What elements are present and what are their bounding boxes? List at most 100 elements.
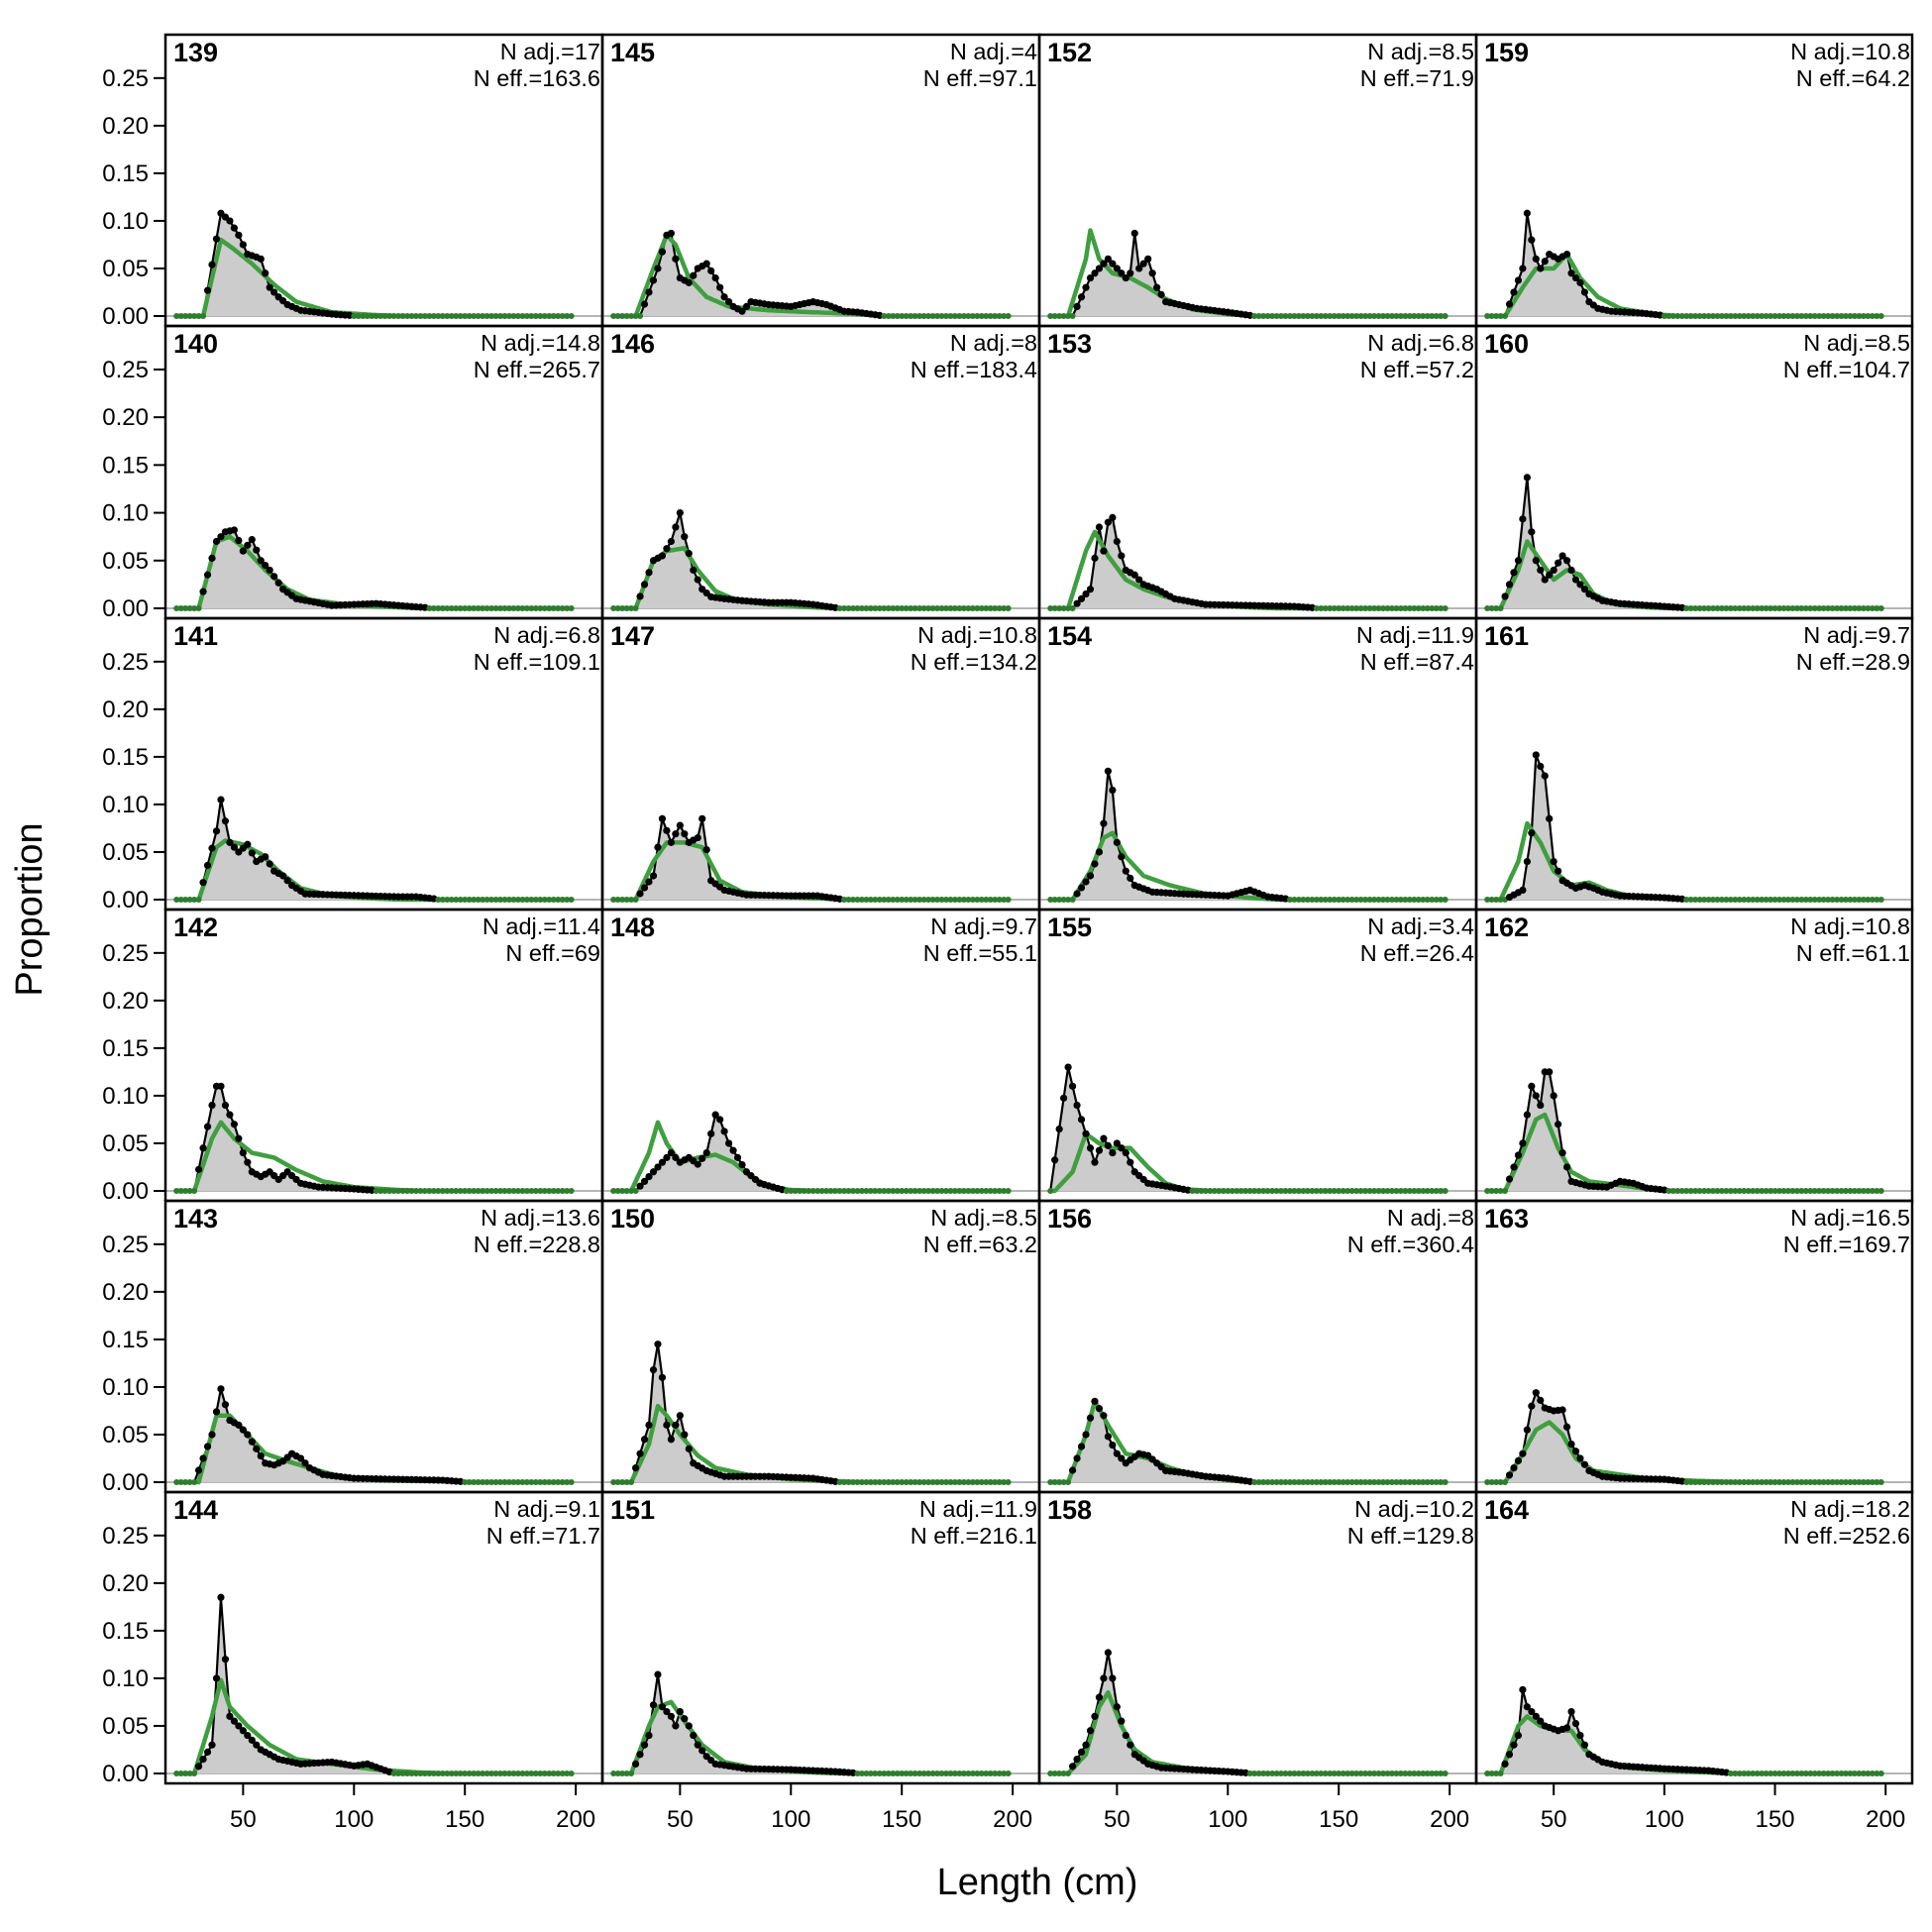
observed-point (404, 313, 411, 319)
observed-point (466, 313, 473, 319)
observed-point (1384, 1771, 1391, 1776)
observed-point (1820, 897, 1827, 903)
observed-point (1051, 1771, 1058, 1776)
observed-point (1789, 313, 1796, 319)
observed-point (1344, 897, 1351, 903)
observed-point (501, 313, 508, 319)
observed-point (1379, 1771, 1386, 1776)
observed-area (194, 1388, 466, 1482)
observed-point (942, 313, 949, 319)
observed-point (501, 1188, 508, 1194)
observed-point (1514, 1151, 1523, 1159)
observed-point (899, 1479, 906, 1485)
observed-point (1501, 592, 1509, 600)
observed-point (173, 605, 180, 611)
observed-point (1251, 1188, 1258, 1194)
observed-point (1834, 1771, 1841, 1776)
observed-point (1820, 1771, 1827, 1776)
observed-point (974, 313, 981, 319)
observed-point (1763, 897, 1770, 903)
observed-point (1763, 1479, 1770, 1485)
observed-point (978, 1771, 985, 1776)
observed-point (1255, 1188, 1262, 1194)
observed-point (519, 1188, 526, 1194)
observed-point (1829, 1188, 1836, 1194)
observed-point (1388, 897, 1395, 903)
observed-point (1754, 605, 1761, 611)
observed-point (1784, 1188, 1791, 1194)
observed-point (841, 605, 848, 611)
observed-point (1300, 897, 1307, 903)
observed-point (960, 1188, 967, 1194)
observed-point (1291, 1479, 1298, 1485)
observed-point (208, 844, 216, 852)
y-tick-label: 0.10 (102, 500, 149, 527)
observed-point (390, 1771, 397, 1776)
observed-point (480, 1479, 486, 1485)
observed-point (1687, 897, 1694, 903)
observed-point (912, 1479, 918, 1485)
panel-146: 146 N adj.=8N eff.=183.4 (600, 324, 1041, 620)
observed-point (690, 271, 698, 279)
observed-point (1567, 269, 1575, 277)
observed-point (890, 1188, 897, 1194)
observed-point (435, 897, 442, 903)
observed-point (462, 1771, 469, 1776)
observed-point (1348, 897, 1355, 903)
observed-point (1692, 313, 1699, 319)
observed-point (947, 605, 954, 611)
observed-point (1384, 605, 1391, 611)
observed-point (1095, 1693, 1104, 1701)
observed-point (1278, 1479, 1285, 1485)
observed-point (564, 1771, 571, 1776)
observed-point (532, 1188, 539, 1194)
observed-point (636, 1182, 644, 1190)
observed-point (1732, 897, 1739, 903)
observed-point (1798, 897, 1805, 903)
observed-point (1348, 313, 1355, 319)
observed-point (274, 579, 282, 587)
observed-point (296, 1454, 305, 1462)
observed-point (1546, 814, 1554, 822)
observed-point (1484, 313, 1491, 319)
observed-point (1523, 857, 1531, 866)
observed-point (523, 1479, 530, 1485)
observed-point (858, 897, 865, 903)
observed-point (934, 1771, 941, 1776)
observed-point (550, 1771, 557, 1776)
observed-point (1269, 313, 1276, 319)
observed-point (1842, 1771, 1849, 1776)
observed-point (987, 897, 994, 903)
observed-point (226, 838, 234, 846)
observed-point (1502, 1479, 1509, 1485)
observed-point (1322, 1771, 1329, 1776)
observed-point (1091, 554, 1099, 562)
observed-point (1555, 559, 1562, 567)
observed-point (1077, 1748, 1086, 1756)
observed-point (1357, 313, 1364, 319)
n-eff-label: N eff.=129.8 (1347, 1523, 1474, 1549)
observed-point (173, 897, 180, 903)
observed-point (417, 313, 424, 319)
observed-point (1811, 1479, 1818, 1485)
observed-point (1851, 313, 1858, 319)
observed-point (965, 313, 972, 319)
observed-point (1366, 897, 1373, 903)
observed-point (1856, 1771, 1863, 1776)
panel-150: 150 N adj.=8.5N eff.=63.2 (600, 1199, 1041, 1494)
observed-point (1869, 605, 1876, 611)
observed-point (1295, 897, 1302, 903)
observed-point (1118, 1454, 1126, 1462)
observed-point (1865, 605, 1872, 611)
observed-point (1309, 313, 1316, 319)
observed-point (956, 313, 963, 319)
n-adj-label: N adj.=16.5 (1790, 1205, 1910, 1231)
observed-point (1562, 557, 1571, 565)
observed-point (1260, 1771, 1267, 1776)
observed-point (1118, 1144, 1126, 1152)
observed-point (1576, 581, 1584, 589)
observed-point (929, 313, 936, 319)
observed-point (908, 1479, 914, 1485)
observed-point (1834, 897, 1841, 903)
observed-point (373, 313, 379, 319)
